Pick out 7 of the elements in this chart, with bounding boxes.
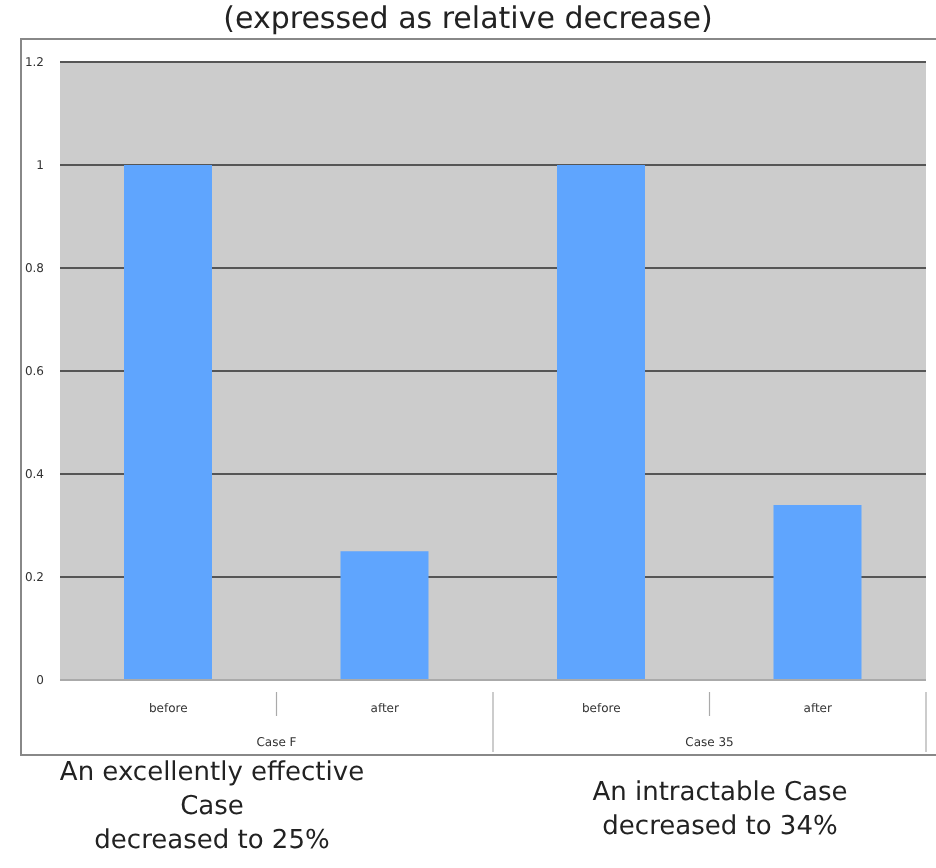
chart-title: (expressed as relative decrease): [221, 0, 715, 36]
text: An intractable Case decreased to 34%: [590, 776, 850, 844]
text: An excellently effective Case decreased to 25%: [57, 756, 367, 858]
bar: [557, 165, 645, 680]
bar: [773, 504, 862, 680]
bar: [124, 165, 212, 680]
bar: [340, 551, 429, 680]
